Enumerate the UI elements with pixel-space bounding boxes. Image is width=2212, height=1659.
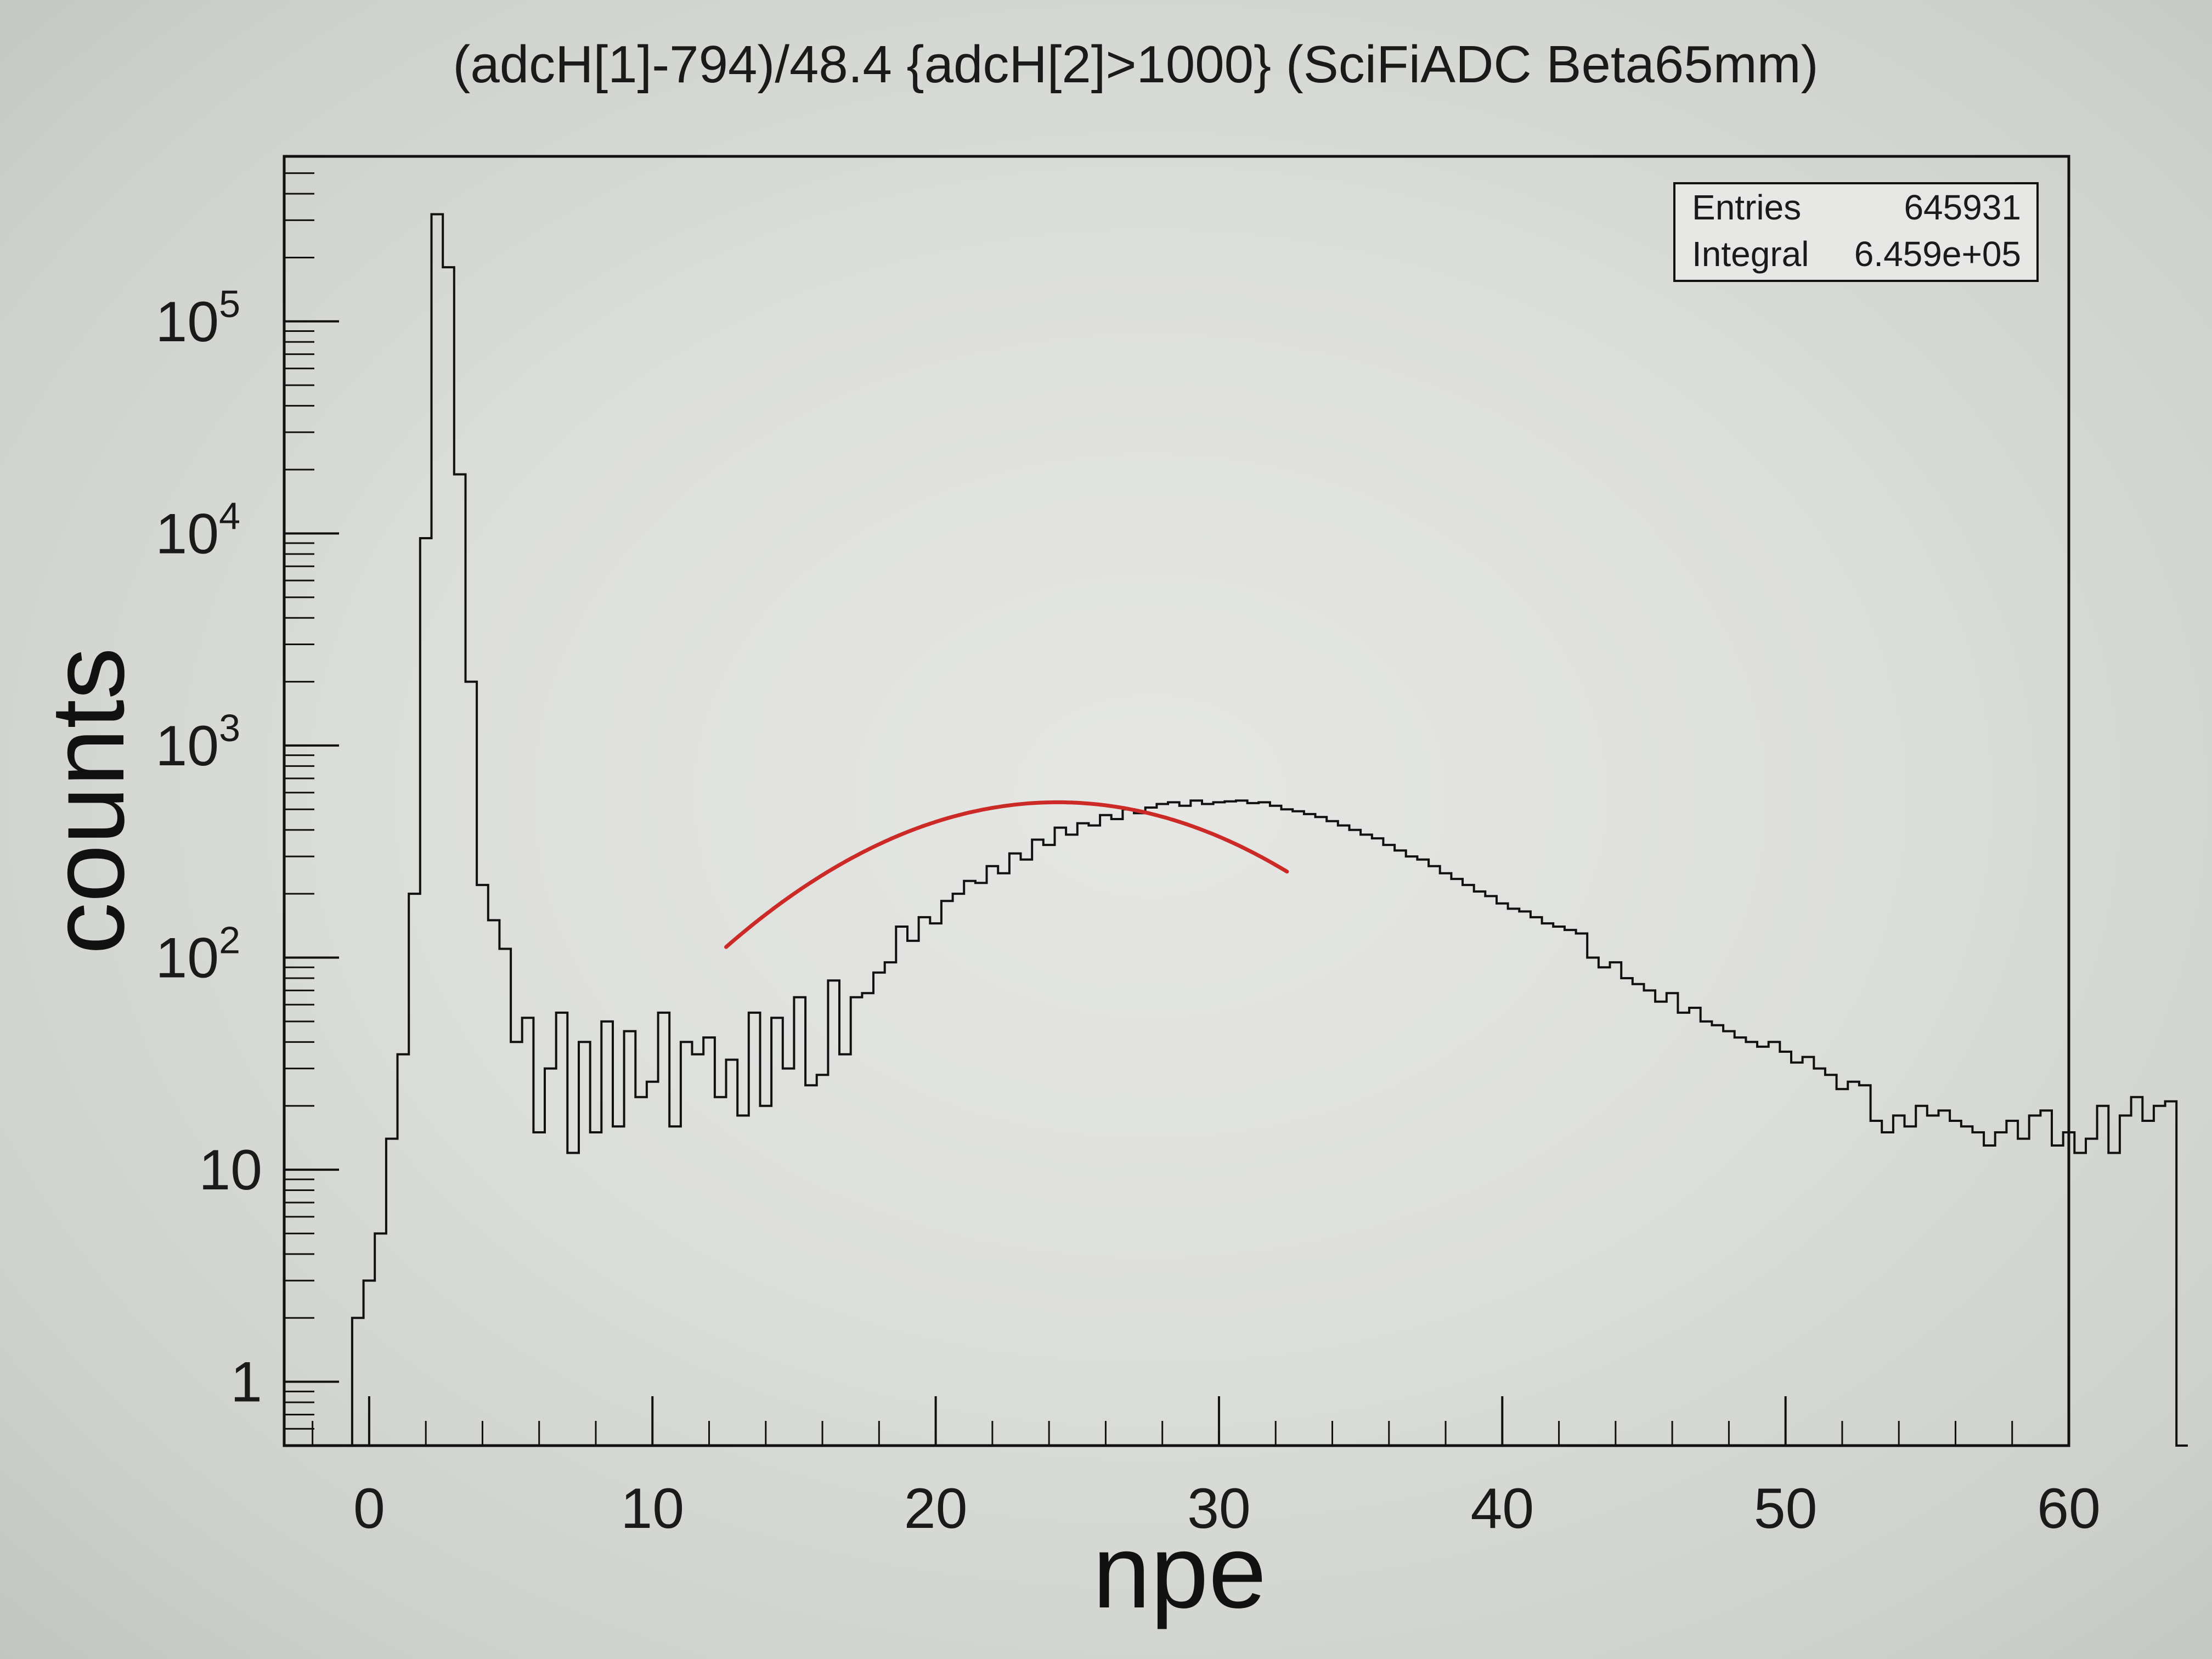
x-tick-label: 50	[1754, 1477, 1818, 1541]
y-tick-label: 105	[155, 283, 240, 354]
y-tick-label: 103	[155, 707, 240, 778]
y-tick-label: 10	[199, 1138, 262, 1202]
chart-title: (adcH[1]-794)/48.4 {adcH[2]>1000} (SciFi…	[453, 35, 1818, 94]
x-tick-label: 10	[620, 1477, 684, 1541]
histogram-series	[284, 213, 2188, 1447]
y-tick-label: 1	[230, 1351, 262, 1414]
x-tick-label: 0	[353, 1477, 385, 1541]
stats-integral-label: Integral	[1692, 234, 1809, 274]
x-tick-label: 40	[1470, 1477, 1534, 1541]
fit-curve	[724, 800, 1289, 949]
x-tick-label: 60	[2037, 1477, 2101, 1541]
x-tick-label: 20	[904, 1477, 968, 1541]
stats-entries-label: Entries	[1692, 188, 1801, 227]
histogram-step-line	[284, 213, 2188, 1447]
plot-frame	[283, 155, 2070, 1447]
stats-box-frame	[1673, 182, 2039, 282]
y-tick-label: 102	[155, 919, 240, 990]
stats-integral-value: 6.459e+05	[1854, 234, 2021, 274]
y-axis-label: counts	[30, 647, 146, 955]
y-axis-ticks: 1 10 102 103 104 105	[155, 172, 339, 1430]
y-tick-label: 104	[155, 494, 240, 566]
stats-box: Entries 645931 Integral 6.459e+05	[1673, 182, 2039, 282]
x-tick-label: 30	[1187, 1477, 1251, 1541]
fit-curve-group	[724, 800, 1289, 949]
x-axis-label: npe	[1092, 1514, 1266, 1630]
x-axis-ticks: 0 10 20 30 40 50 60	[312, 1396, 2101, 1541]
plot-border	[283, 155, 2070, 1447]
stats-entries-value: 645931	[1904, 188, 2021, 227]
